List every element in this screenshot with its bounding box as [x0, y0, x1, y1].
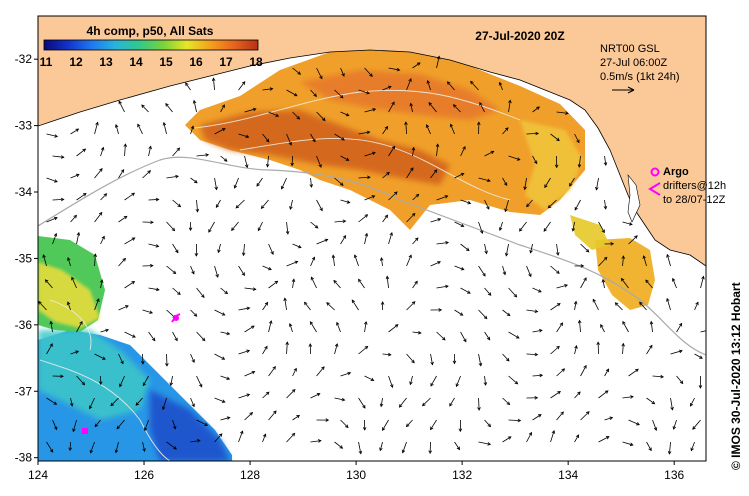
colorbar-title: 4h comp, p50, All Sats [87, 24, 214, 38]
lon-tick-label: 132 [452, 468, 472, 482]
sst-hot-core [200, 110, 450, 185]
lat-tick-label: -32 [15, 52, 33, 66]
colorbar-tick-label: 18 [249, 55, 263, 69]
currents-scale-arrow-icon [612, 86, 635, 94]
colorbar-gradient [43, 39, 259, 51]
argo-drifters-label: drifters@12h [663, 180, 726, 192]
lon-tick-label: 128 [240, 468, 260, 482]
land-australia [38, 16, 706, 267]
currents-time-label: 27-Jul 06:00Z [600, 57, 668, 69]
lat-tick-label: -37 [15, 384, 33, 398]
lon-tick-label: 126 [134, 468, 154, 482]
argo-label: Argo [663, 166, 689, 178]
plot-frame [37, 15, 707, 462]
colorbar-tick-label: 11 [40, 55, 53, 69]
sst-deep-blue [150, 390, 230, 461]
colorbar: 4h comp, p50, All Sats 11 12 13 14 15 16 17 18 [40, 24, 263, 69]
currents-model-label: NRT00 GSL [600, 43, 660, 55]
colorbar-tick-label: 14 [129, 55, 143, 69]
lon-tick-label: 130 [346, 468, 366, 482]
longitude-axis: 124 126 128 130 132 134 136 [28, 461, 685, 482]
argo-legend: Argo drifters@12h to 28/07-12Z [648, 166, 726, 206]
colorbar-tick-label: 13 [99, 55, 113, 69]
credit-label: © IMOS 30-Jul-2020 13:12 Hobart [729, 282, 743, 470]
argo-drifter-track [171, 313, 181, 323]
colorbar-tick-label: 16 [189, 55, 203, 69]
sst-warm-shelf [185, 48, 585, 230]
sst-contours [39, 89, 521, 461]
lat-tick-label: -36 [15, 318, 33, 332]
colorbar-tick-label: 15 [159, 55, 173, 69]
currents-scale-label: 0.5m/s (1kt 24h) [600, 71, 679, 83]
drifter-arrow-icon [648, 182, 661, 196]
latitude-axis: -32 -33 -34 -35 -36 -37 -38 [15, 52, 38, 465]
lat-tick-label: -33 [15, 119, 33, 133]
sst-yellow-edge [520, 120, 583, 210]
shelf-edge-bathymetry [38, 156, 706, 356]
current-vectors [38, 55, 706, 455]
sst-west-cyan [38, 330, 150, 420]
lon-tick-label: 134 [558, 468, 578, 482]
sst-west-yellow [38, 262, 100, 328]
argo-date-label: to 28/07-12Z [663, 194, 726, 206]
currents-legend: NRT00 GSL 27-Jul 06:00Z 0.5m/s (1kt 24h) [600, 43, 679, 94]
colorbar-tick-label: 17 [219, 55, 233, 69]
map-date-label: 27-Jul-2020 20Z [475, 29, 564, 43]
sst-east-coast-strip [570, 215, 610, 250]
lat-tick-label: -34 [15, 185, 33, 199]
argo-marker-icon [650, 167, 660, 177]
lon-tick-label: 124 [28, 468, 48, 482]
sst-orange-band [300, 70, 500, 120]
lat-tick-label: -38 [15, 451, 33, 465]
colorbar-tick-label: 12 [69, 55, 83, 69]
lat-tick-label: -35 [15, 251, 33, 265]
sst-east-patch [595, 238, 655, 310]
argo-drifter-west [82, 428, 88, 434]
coastline-inlet [627, 174, 641, 223]
lon-tick-label: 136 [664, 468, 684, 482]
